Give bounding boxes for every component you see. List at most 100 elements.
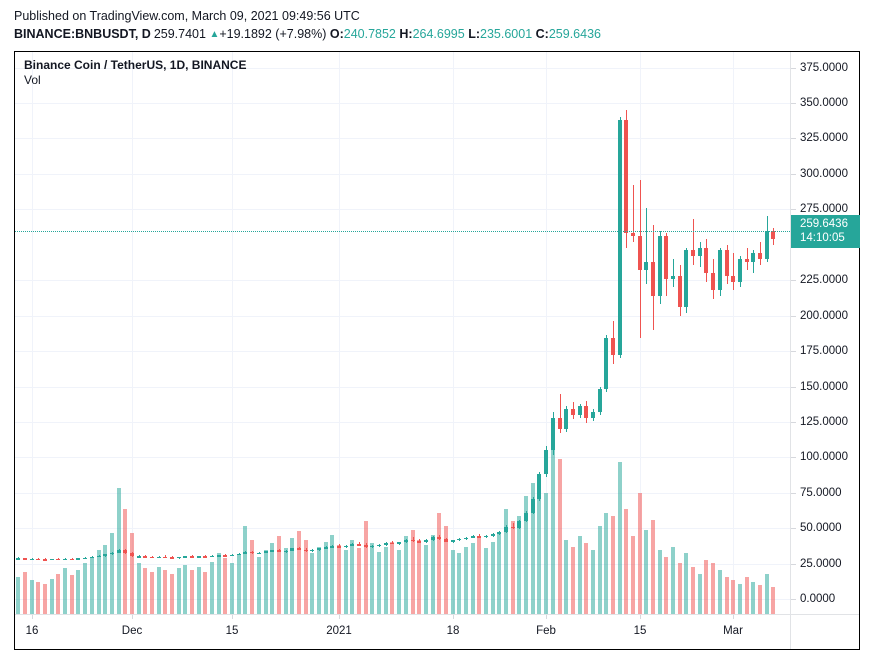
- low-label: L:: [468, 27, 481, 41]
- axis-tick-mark: [733, 615, 734, 619]
- candle-body: [96, 555, 101, 558]
- time-axis-tick-label: Dec: [121, 625, 143, 637]
- candle-body: [36, 558, 41, 561]
- candle-body: [223, 555, 228, 557]
- volume-bar: [370, 543, 375, 614]
- candle-body: [357, 544, 362, 546]
- candle-body: [637, 236, 642, 271]
- time-axis-tick-label: Feb: [536, 625, 556, 637]
- candle-body: [564, 409, 569, 429]
- volume-bar: [731, 580, 736, 614]
- open-label: O:: [329, 27, 344, 41]
- candle-body: [56, 558, 61, 561]
- candle-body: [537, 474, 542, 500]
- price-axis[interactable]: 375.0000 350.0000 325.0000 300.0000 275.0000…: [790, 52, 860, 614]
- candle-body: [316, 548, 321, 550]
- axis-tick-mark: [791, 457, 796, 459]
- volume-bar: [517, 516, 522, 614]
- volume-bar: [744, 576, 749, 614]
- volume-bar: [149, 571, 154, 614]
- gridline-horizontal: [15, 315, 790, 317]
- axis-tick-mark: [791, 103, 796, 105]
- open-value: 240.7852: [343, 27, 396, 41]
- time-axis-tick-label: 15: [633, 625, 647, 637]
- candle-body: [757, 253, 762, 259]
- volume-bar: [89, 556, 94, 614]
- volume-bar: [270, 543, 275, 614]
- candle-wick: [392, 541, 393, 545]
- gridline-horizontal: [15, 421, 790, 423]
- candle-body: [377, 544, 382, 547]
- gridline-horizontal: [15, 173, 790, 175]
- candle-body: [350, 544, 355, 546]
- candle-body: [236, 553, 241, 556]
- volume-bar: [711, 563, 716, 614]
- volume-bar: [310, 553, 315, 614]
- close-label: C:: [535, 27, 549, 41]
- price-axis-tick-label: 125.0000: [800, 415, 848, 428]
- candle-body: [550, 417, 555, 451]
- volume-bar: [624, 509, 629, 614]
- candle-body: [737, 258, 742, 282]
- candle-body: [437, 537, 442, 540]
- candle-body: [210, 555, 215, 558]
- time-axis[interactable]: 16Dec15202118Feb15Mar15: [15, 614, 833, 649]
- axis-tick-mark: [791, 173, 796, 175]
- volume-bar: [524, 495, 529, 614]
- volume-bar: [103, 544, 108, 614]
- volume-bar: [671, 546, 676, 614]
- candle-wick: [72, 557, 73, 560]
- axis-tick-mark: [791, 138, 796, 140]
- candle-body: [330, 546, 335, 548]
- candle-body: [129, 553, 134, 557]
- candle-body: [410, 539, 415, 542]
- gridline-horizontal: [15, 457, 790, 459]
- candle-body: [136, 556, 141, 558]
- volume-bar: [123, 509, 128, 614]
- candle-body: [423, 539, 428, 543]
- legend-title: Binance Coin / TetherUS, 1D, BINANCE: [24, 58, 247, 72]
- price-plot-area[interactable]: Binance Coin / TetherUS, 1D, BINANCE Vol: [15, 52, 790, 614]
- candle-body: [16, 558, 21, 560]
- last-price: 259.7401: [153, 27, 206, 41]
- gridline-horizontal: [15, 209, 790, 211]
- volume-bar: [63, 568, 68, 614]
- candle-wick: [693, 219, 694, 265]
- candle-body: [170, 557, 174, 559]
- candle-wick: [225, 553, 226, 556]
- candle-body: [156, 556, 161, 559]
- volume-bar: [457, 553, 462, 614]
- axis-corner: [790, 614, 859, 649]
- volume-bar: [651, 519, 656, 614]
- price-axis-tick-label: 275.0000: [800, 203, 848, 216]
- candle-body: [617, 120, 622, 356]
- candle-body: [263, 551, 268, 553]
- candle-body: [49, 558, 54, 561]
- candle-body: [76, 558, 81, 560]
- candle-body: [290, 548, 295, 551]
- price-axis-tick-label: 375.0000: [800, 61, 848, 74]
- price-axis-tick-label: 150.0000: [800, 380, 848, 393]
- volume-bar: [156, 566, 161, 614]
- candle-body: [630, 233, 635, 237]
- candle-body: [23, 558, 28, 560]
- candle-body: [724, 250, 729, 276]
- candle-body: [397, 542, 402, 544]
- volume-bar: [176, 568, 181, 614]
- volume-bar: [617, 462, 622, 614]
- candle-body: [390, 542, 395, 545]
- volume-bar: [504, 509, 509, 614]
- volume-bar: [330, 534, 335, 614]
- volume-bar: [590, 549, 595, 614]
- candle-body: [477, 536, 482, 538]
- candle-body: [664, 236, 669, 279]
- price-axis-tick-label: 225.0000: [800, 274, 848, 287]
- chart-frame: Binance Coin / TetherUS, 1D, BINANCE Vol…: [14, 51, 860, 650]
- volume-bar: [724, 576, 729, 614]
- candle-body: [751, 253, 756, 262]
- volume-bar: [49, 578, 54, 614]
- candle-body: [230, 554, 235, 557]
- current-price-badge[interactable]: 259.6436 14:10:05: [791, 215, 860, 249]
- price-axis-tick-label: 200.0000: [800, 309, 848, 322]
